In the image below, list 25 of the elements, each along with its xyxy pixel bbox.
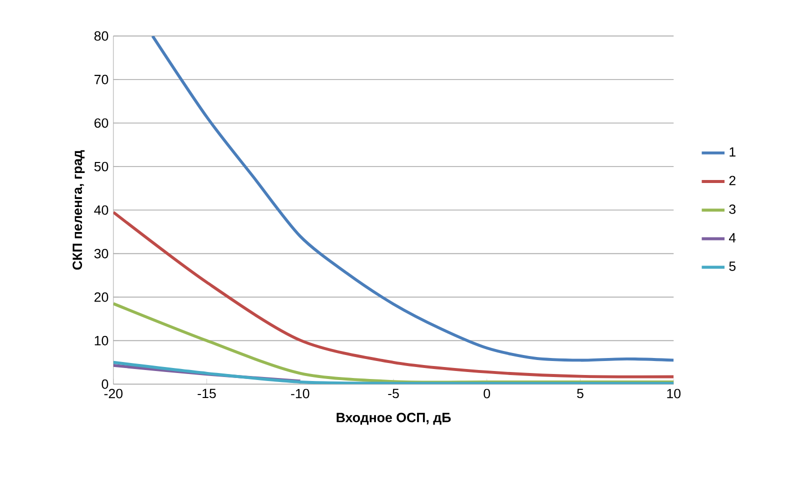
y-tick-label: 80	[94, 31, 108, 41]
x-tick-label: 5	[577, 388, 584, 398]
x-tick-label: -10	[291, 388, 310, 398]
y-tick-label: 30	[94, 248, 108, 258]
x-tick-label: 10	[667, 388, 681, 398]
x-tick-label: -20	[104, 388, 123, 398]
y-tick-label: 0	[102, 380, 108, 389]
legend-label: 5	[729, 262, 736, 272]
y-axis-title: СКП пеленга, град	[72, 150, 85, 270]
y-tick-label: 50	[94, 162, 108, 172]
y-tick-label: 10	[94, 336, 108, 346]
legend-label: 3	[729, 204, 736, 214]
legend-label: 4	[728, 233, 736, 242]
y-tick-label: 40	[94, 205, 108, 215]
y-tick-label: 60	[94, 118, 108, 128]
legend-label: 2	[729, 176, 736, 186]
x-tick-label: -5	[388, 388, 399, 398]
legend-label: 1	[730, 147, 736, 157]
x-axis-title: Входное ОСП, дБ	[336, 412, 451, 425]
x-tick-label: -15	[198, 388, 216, 398]
x-tick-label: 0	[484, 388, 490, 398]
line-series	[151, 36, 674, 362]
y-tick-label: 70	[94, 74, 108, 84]
line-series	[113, 210, 674, 378]
y-tick-label: 20	[94, 292, 108, 302]
